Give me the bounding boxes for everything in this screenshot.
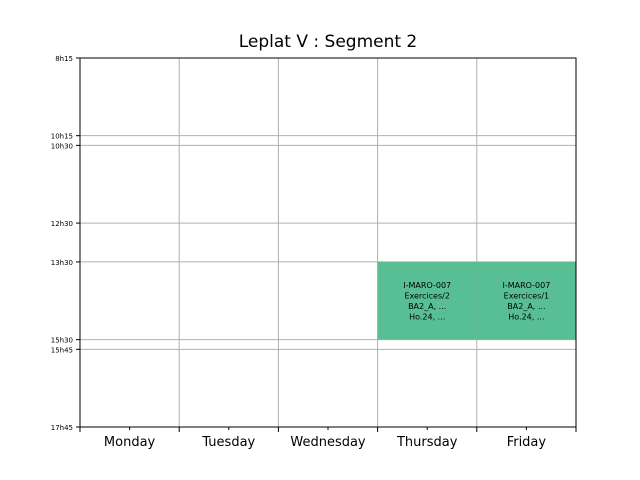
y-tick-label: 12h30 xyxy=(51,220,73,228)
event-text-line: I-MARO-007 xyxy=(502,281,550,290)
y-tick-label: 15h30 xyxy=(51,337,73,345)
event-text-line: Exercices/1 xyxy=(504,292,549,301)
x-tick-label: Tuesday xyxy=(201,435,255,450)
event-text-line: BA2_A, ... xyxy=(408,302,446,311)
x-tick-label: Monday xyxy=(104,435,156,450)
event-text-line: Ho.24, ... xyxy=(409,313,445,322)
x-tick-label: Thursday xyxy=(396,435,458,450)
y-tick-label: 10h30 xyxy=(51,142,73,150)
y-tick-label: 8h15 xyxy=(55,55,73,63)
plot-frame xyxy=(79,57,577,428)
event-block xyxy=(377,261,477,340)
y-tick-label: 15h45 xyxy=(51,346,73,354)
y-tick-label: 17h45 xyxy=(51,424,73,432)
event-text-line: I-MARO-007 xyxy=(403,281,451,290)
x-tick-label: Wednesday xyxy=(290,435,366,450)
y-tick-label: 10h15 xyxy=(51,133,73,141)
y-tick-label: 13h30 xyxy=(51,259,73,267)
x-tick-label: Friday xyxy=(507,435,547,450)
event-text-line: Exercices/2 xyxy=(404,292,449,301)
event-text-line: Ho.24, ... xyxy=(508,313,544,322)
chart-title: Leplat V : Segment 2 xyxy=(238,32,418,52)
event-block xyxy=(476,261,576,340)
event-text-line: BA2_A, ... xyxy=(507,302,545,311)
